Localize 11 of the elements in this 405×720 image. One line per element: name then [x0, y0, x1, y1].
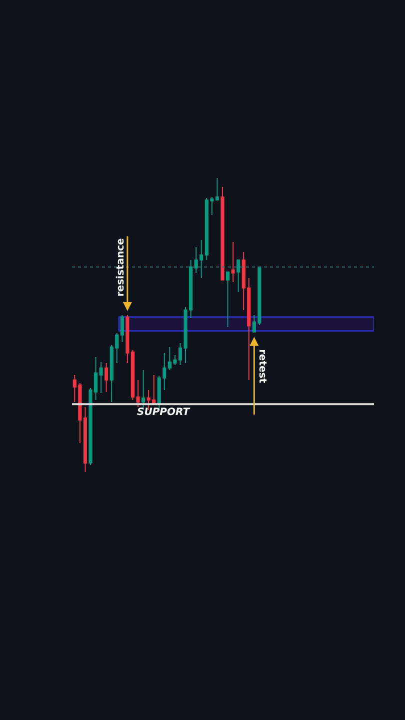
candlestick [231, 242, 235, 283]
candlestick [120, 314, 124, 343]
candlestick [104, 362, 108, 393]
band-label: resistance [116, 238, 127, 297]
candlestick [220, 186, 224, 280]
candlestick [215, 177, 219, 200]
candlestick [226, 272, 230, 328]
ref-line-label: SUPPORT [137, 407, 191, 418]
annotation: retest [256, 349, 268, 384]
candlestick [236, 260, 240, 293]
candlestick [83, 406, 87, 473]
